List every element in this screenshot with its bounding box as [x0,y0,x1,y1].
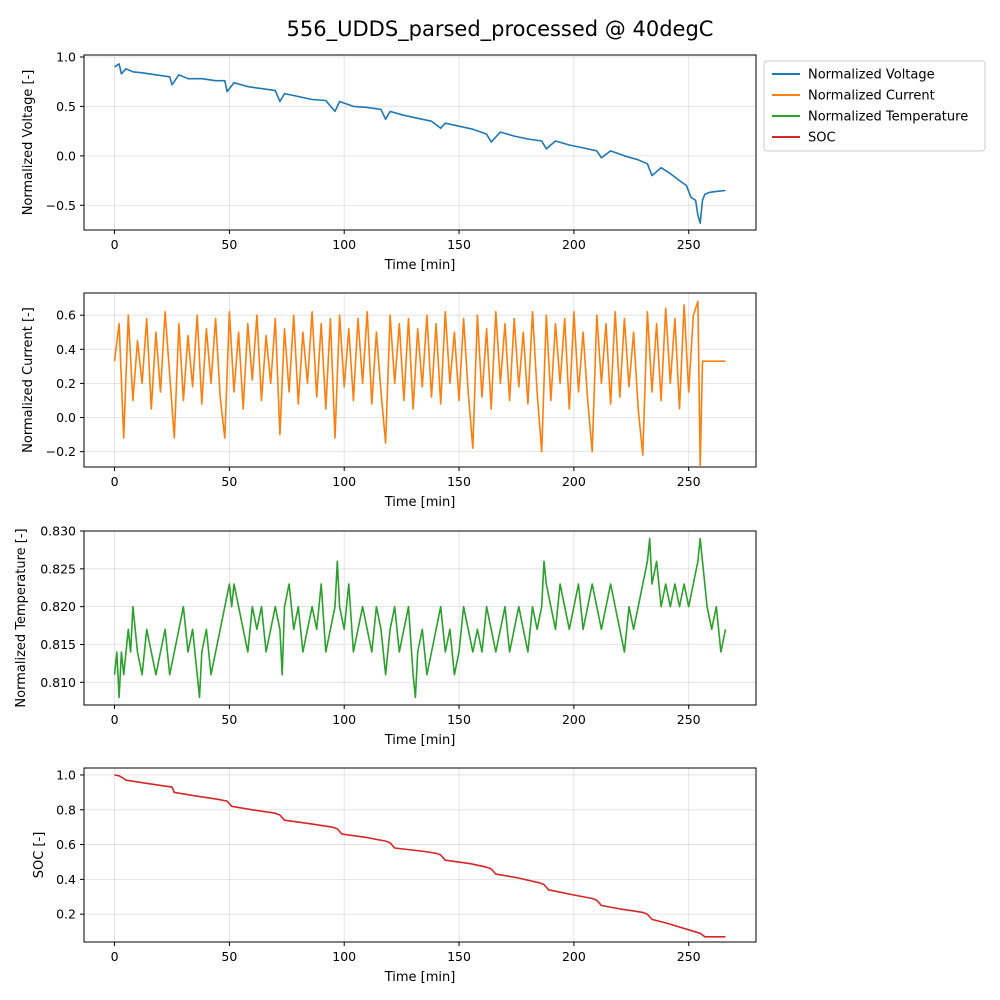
x-tick-label: 0 [111,712,119,727]
legend-box [763,60,986,152]
x-axis-label: Time [min] [384,258,456,273]
y-tick-label: −0.2 [46,444,76,459]
x-tick-label: 100 [332,474,356,489]
y-tick-label: 0.0 [56,410,76,425]
subplot-1: 0 50 100 150 200 250 −0.5 0.0 0.5 1.0 Time [min] No… [21,49,757,273]
x-tick-label: 50 [221,712,237,727]
y-tick-label: 0.810 [40,675,76,690]
series-line-2 [113,300,726,467]
x-tick-label: 50 [221,474,237,489]
series-line-4 [114,774,726,938]
y-axis-label: Normalized Temperature [-] [14,528,29,707]
y-tick-label: 0.4 [56,872,76,887]
x-tick-label: 250 [677,237,701,252]
y-tick-label: 0.2 [56,907,76,922]
x-tick-label: 200 [562,712,586,727]
panels: 0 50 100 150 200 250 −0.5 0.0 0.5 1.0 Time [min] No… [14,49,757,985]
y-tick-label: 1.0 [56,767,76,782]
x-tick-label: 50 [221,949,237,964]
y-tick-label: 0.815 [40,637,76,652]
x-tick-label: 100 [332,949,356,964]
x-tick-label: 0 [111,474,119,489]
legend: Normalized Voltage Normalized Current Norm… [763,60,986,152]
x-tick-label: 0 [111,237,119,252]
x-tick-label: 150 [447,949,471,964]
y-tick-label: 0.825 [40,561,76,576]
axes-frame [83,54,757,231]
figure-title: 556_UDDS_parsed_processed @ 40degC [287,17,714,42]
series-line-1 [114,63,726,224]
x-tick-label: 250 [677,474,701,489]
x-tick-label: 150 [447,712,471,727]
y-tick-label: 0.4 [56,342,76,357]
legend-entry-label: Normalized Voltage [808,68,935,83]
y-tick-label: 0.6 [56,308,76,323]
x-tick-label: 250 [677,949,701,964]
series-line-3 [113,537,727,699]
x-tick-label: 150 [447,474,471,489]
axes-frame [83,767,757,943]
x-tick-label: 150 [447,237,471,252]
x-tick-label: 250 [677,712,701,727]
y-axis-label: SOC [-] [32,832,47,879]
y-tick-label: 0.2 [56,376,76,391]
x-tick-label: 200 [562,949,586,964]
y-tick-label: 1.0 [56,49,76,64]
x-tick-label: 200 [562,237,586,252]
subplot-4: 0 50 100 150 200 250 0.2 0.4 0.6 0.8 1.0 Time [min]… [32,767,757,985]
y-tick-label: 0.830 [40,524,76,539]
x-tick-label: 100 [332,712,356,727]
y-tick-label: 0.5 [56,99,76,114]
x-tick-label: 100 [332,237,356,252]
y-tick-label: 0.820 [40,599,76,614]
y-axis-label: Normalized Voltage [-] [21,70,36,216]
subplot-2: 0 50 100 150 200 250 −0.2 0.0 0.2 0.4 0.6 Time [min… [21,292,757,510]
y-tick-label: 0.0 [56,148,76,163]
y-tick-label: −0.5 [46,198,76,213]
y-tick-label: 0.8 [56,802,76,817]
x-axis-label: Time [min] [384,495,456,510]
x-tick-label: 0 [111,949,119,964]
y-tick-label: 0.6 [56,837,76,852]
legend-entry-label: Normalized Temperature [808,110,968,125]
x-axis-label: Time [min] [384,970,456,985]
x-tick-label: 200 [562,474,586,489]
legend-entry-label: SOC [808,131,836,146]
axes-frame [83,292,757,468]
y-axis-label: Normalized Current [-] [21,307,36,453]
subplot-3: 0 50 100 150 200 250 0.810 0.815 0.820 0.825 0.830… [14,524,757,748]
axes-frame [83,530,757,706]
legend-entry-label: Normalized Current [808,89,935,104]
x-axis-label: Time [min] [384,733,456,748]
x-tick-label: 50 [221,237,237,252]
